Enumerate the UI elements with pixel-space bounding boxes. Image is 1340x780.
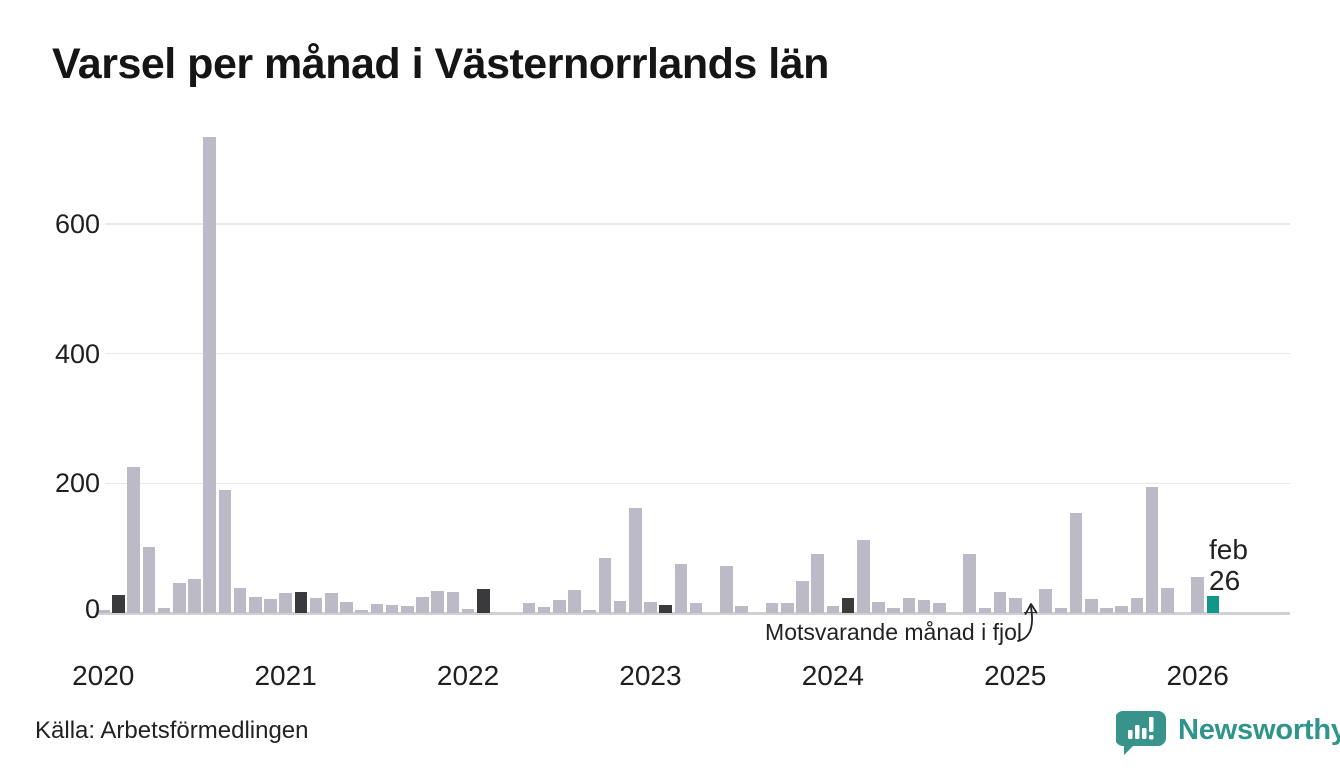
bar-2024-03 — [857, 540, 870, 613]
highlight-value-text: 26 — [1209, 565, 1241, 596]
chart-title: Varsel per månad i Västernorrlands län — [52, 40, 829, 88]
bar-2023-07 — [735, 605, 748, 613]
bar-2020-04 — [142, 546, 156, 613]
bar-2020-08 — [203, 137, 216, 613]
bar-2020-10 — [233, 588, 247, 613]
newsworthy-logo-icon — [1116, 711, 1166, 755]
bar-2025-11 — [1161, 588, 1174, 613]
annotation-arrow-icon — [1017, 603, 1038, 642]
brand-name: Newsworthy — [1178, 714, 1340, 746]
bar-2025-06 — [1085, 598, 1098, 613]
bar-2020-09 — [218, 490, 232, 613]
bar-2020-05 — [157, 607, 171, 613]
bar-2020-01 — [97, 609, 110, 613]
bar-2022-08 — [568, 590, 581, 613]
bar-2025-02 — [1024, 611, 1037, 613]
bar-2020-12 — [264, 598, 277, 613]
bar-2024-01 — [826, 605, 840, 613]
bar-2023-02 — [659, 605, 672, 613]
bar-2024-02 — [841, 598, 855, 613]
bar-2020-07 — [188, 579, 201, 613]
gridline-600 — [105, 223, 1290, 225]
bar-2021-07 — [370, 603, 384, 613]
bar-2024-12 — [993, 591, 1007, 613]
bar-2022-12 — [629, 507, 642, 613]
bar-2025-08 — [1115, 605, 1128, 613]
bar-2023-06 — [720, 566, 733, 613]
bar-2023-10 — [781, 603, 794, 613]
x-axis-year-label-2023: 2023 — [619, 660, 682, 691]
bar-2021-03 — [309, 598, 323, 613]
source-note: Källa: Arbetsförmedlingen — [35, 717, 309, 744]
bar-2021-06 — [355, 609, 368, 613]
bar-2022-09 — [583, 609, 596, 613]
bar-2020-03 — [127, 467, 140, 613]
bar-2020-06 — [173, 583, 186, 613]
bar-2024-05 — [887, 607, 900, 613]
bar-2021-11 — [431, 590, 444, 613]
bar-2024-07 — [917, 600, 931, 613]
highlight-month-text: feb — [1209, 534, 1248, 565]
annotation-last-year-label: Motsvarande månad i fjol — [765, 619, 1022, 645]
x-axis-year-label-2024: 2024 — [801, 660, 864, 691]
bar-2023-01 — [644, 601, 657, 613]
bar-2021-04 — [325, 592, 338, 613]
bar-2026-02 — [1206, 596, 1220, 613]
bar-2021-02 — [294, 592, 308, 613]
newsworthy-logo: Newsworthy — [1116, 709, 1340, 755]
bar-2022-11 — [613, 601, 627, 613]
bar-2025-07 — [1100, 607, 1113, 613]
bar-2022-02 — [477, 589, 490, 613]
bar-2021-05 — [340, 601, 353, 613]
bar-2021-01 — [279, 592, 292, 613]
y-axis-tick-label-0: 0 — [84, 594, 100, 624]
y-axis-tick-label-200: 200 — [54, 468, 100, 499]
y-axis-tick-label-400: 400 — [54, 338, 100, 369]
bar-2021-09 — [401, 605, 414, 613]
bar-2022-07 — [553, 600, 566, 613]
bar-2025-10 — [1145, 487, 1159, 613]
bar-2021-12 — [446, 592, 460, 613]
bar-2024-04 — [872, 601, 885, 613]
highlight-value-label: feb 26 — [1209, 534, 1248, 596]
x-axis-year-label-2026: 2026 — [1166, 660, 1229, 691]
bar-2023-09 — [765, 603, 779, 613]
bar-2024-10 — [963, 554, 976, 613]
gridline-400 — [105, 352, 1290, 355]
bar-2025-09 — [1130, 598, 1144, 613]
bar-2022-10 — [598, 557, 612, 613]
bar-2025-04 — [1054, 607, 1068, 613]
bar-2020-11 — [249, 596, 262, 613]
bar-2025-03 — [1039, 589, 1052, 613]
bar-2021-10 — [416, 596, 429, 613]
bar-2025-05 — [1069, 513, 1083, 613]
bar-2020-02 — [112, 595, 125, 613]
y-axis-tick-label-600: 600 — [54, 209, 100, 239]
gridline-200 — [105, 482, 1290, 485]
bar-2022-01 — [461, 609, 475, 613]
x-axis-year-label-2020: 2020 — [72, 660, 135, 691]
bar-2026-01 — [1191, 577, 1204, 613]
bar-2023-03 — [674, 564, 688, 613]
x-axis-baseline — [95, 612, 1290, 615]
x-axis-year-label-2025: 2025 — [984, 660, 1047, 691]
bar-2025-01 — [1009, 598, 1022, 613]
bar-2024-06 — [902, 598, 916, 613]
bar-2023-11 — [796, 581, 809, 613]
bar-2021-08 — [385, 605, 399, 613]
x-axis-year-label-2021: 2021 — [254, 660, 317, 691]
bar-2022-06 — [537, 607, 551, 613]
bar-2024-08 — [933, 603, 946, 613]
bar-2022-05 — [522, 603, 536, 613]
x-axis-year-label-2022: 2022 — [436, 660, 500, 691]
bar-2023-12 — [811, 554, 824, 613]
bar-2023-04 — [689, 603, 703, 613]
bar-2024-11 — [978, 607, 992, 613]
